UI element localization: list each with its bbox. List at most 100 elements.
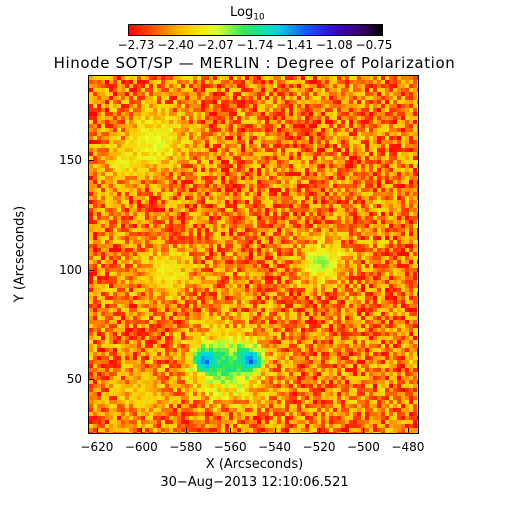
heatmap-cell	[129, 312, 133, 316]
heatmap-cell	[237, 120, 241, 124]
heatmap-cell	[241, 288, 245, 292]
heatmap-cell	[305, 92, 309, 96]
heatmap-cell	[329, 92, 333, 96]
heatmap-cell	[105, 176, 109, 180]
heatmap-cell	[309, 188, 313, 192]
heatmap-cell	[217, 232, 221, 236]
heatmap-cell	[369, 104, 373, 108]
heatmap-cell	[417, 176, 418, 180]
heatmap-cell	[401, 212, 405, 216]
heatmap-cell	[305, 232, 309, 236]
heatmap-cell	[313, 244, 317, 248]
heatmap-cell	[409, 276, 413, 280]
heatmap-cell	[305, 128, 309, 132]
heatmap-cell	[109, 184, 113, 188]
heatmap-cell	[209, 292, 213, 296]
heatmap-cell	[121, 224, 125, 228]
heatmap-cell	[313, 176, 317, 180]
heatmap-cell	[373, 312, 377, 316]
heatmap-cell	[149, 236, 153, 240]
heatmap-cell	[257, 308, 261, 312]
heatmap-cell	[141, 212, 145, 216]
heatmap-cell	[185, 216, 189, 220]
heatmap-cell	[93, 256, 97, 260]
heatmap-cell	[121, 92, 125, 96]
heatmap-cell	[301, 296, 305, 300]
polarization-heatmap	[88, 75, 419, 434]
colorbar-tick-label: −2.40	[157, 38, 195, 52]
heatmap-cell	[101, 176, 105, 180]
heatmap-cell	[281, 168, 285, 172]
heatmap-cell	[117, 276, 121, 280]
heatmap-cell	[325, 292, 329, 296]
heatmap-cell	[213, 260, 217, 264]
heatmap-cell	[133, 236, 137, 240]
heatmap-cell	[357, 116, 361, 120]
heatmap-cell	[89, 244, 93, 248]
heatmap-cell	[305, 160, 309, 164]
heatmap-cell	[153, 304, 157, 308]
heatmap-cell	[353, 312, 357, 316]
heatmap-cell	[225, 164, 229, 168]
heatmap-cell	[177, 196, 181, 200]
heatmap-cell	[113, 256, 117, 260]
heatmap-cell	[213, 200, 217, 204]
heatmap-cell	[133, 160, 137, 164]
heatmap-cell	[405, 92, 409, 96]
heatmap-cell	[409, 128, 413, 132]
heatmap-cell	[201, 200, 205, 204]
heatmap-cell	[101, 116, 105, 120]
heatmap-cell	[225, 296, 229, 300]
heatmap-cell	[377, 172, 381, 176]
heatmap-cell	[97, 264, 101, 268]
heatmap-cell	[329, 180, 333, 184]
heatmap-cell	[157, 252, 161, 256]
heatmap-cell	[413, 168, 417, 172]
heatmap-cell	[117, 304, 121, 308]
heatmap-cell	[225, 260, 229, 264]
heatmap-cell	[293, 92, 297, 96]
heatmap-cell	[293, 144, 297, 148]
heatmap-cell	[309, 244, 313, 248]
heatmap-cell	[181, 92, 185, 96]
heatmap-cell	[249, 296, 253, 300]
heatmap-cell	[121, 252, 125, 256]
heatmap-cell	[329, 260, 333, 264]
heatmap-cell	[313, 216, 317, 220]
heatmap-cell	[301, 112, 305, 116]
heatmap-cell	[161, 160, 165, 164]
heatmap-cell	[93, 240, 97, 244]
heatmap-cell	[237, 276, 241, 280]
heatmap-cell	[225, 200, 229, 204]
heatmap-cell	[325, 184, 329, 188]
heatmap-cell	[221, 308, 225, 312]
heatmap-cell	[393, 300, 397, 304]
heatmap-cell	[273, 172, 277, 176]
heatmap-cell	[197, 80, 201, 84]
heatmap-cell	[133, 140, 137, 144]
heatmap-cell	[89, 224, 93, 228]
heatmap-cell	[289, 116, 293, 120]
heatmap-cell	[285, 220, 289, 224]
heatmap-cell	[177, 296, 181, 300]
heatmap-cell	[369, 240, 373, 244]
heatmap-cell	[261, 136, 265, 140]
heatmap-cell	[137, 208, 141, 212]
heatmap-cell	[161, 292, 165, 296]
heatmap-cell	[245, 268, 249, 272]
heatmap-cell	[149, 96, 153, 100]
heatmap-cell	[193, 112, 197, 116]
heatmap-cell	[201, 152, 205, 156]
heatmap-cell	[333, 108, 337, 112]
heatmap-cell	[333, 100, 337, 104]
heatmap-cell	[389, 184, 393, 188]
heatmap-cell	[393, 140, 397, 144]
heatmap-cell	[365, 300, 369, 304]
heatmap-cell	[265, 84, 269, 88]
heatmap-cell	[253, 264, 257, 268]
heatmap-cell	[401, 264, 405, 268]
heatmap-cell	[93, 204, 97, 208]
heatmap-cell	[317, 136, 321, 140]
heatmap-cell	[237, 148, 241, 152]
heatmap-cell	[381, 124, 385, 128]
